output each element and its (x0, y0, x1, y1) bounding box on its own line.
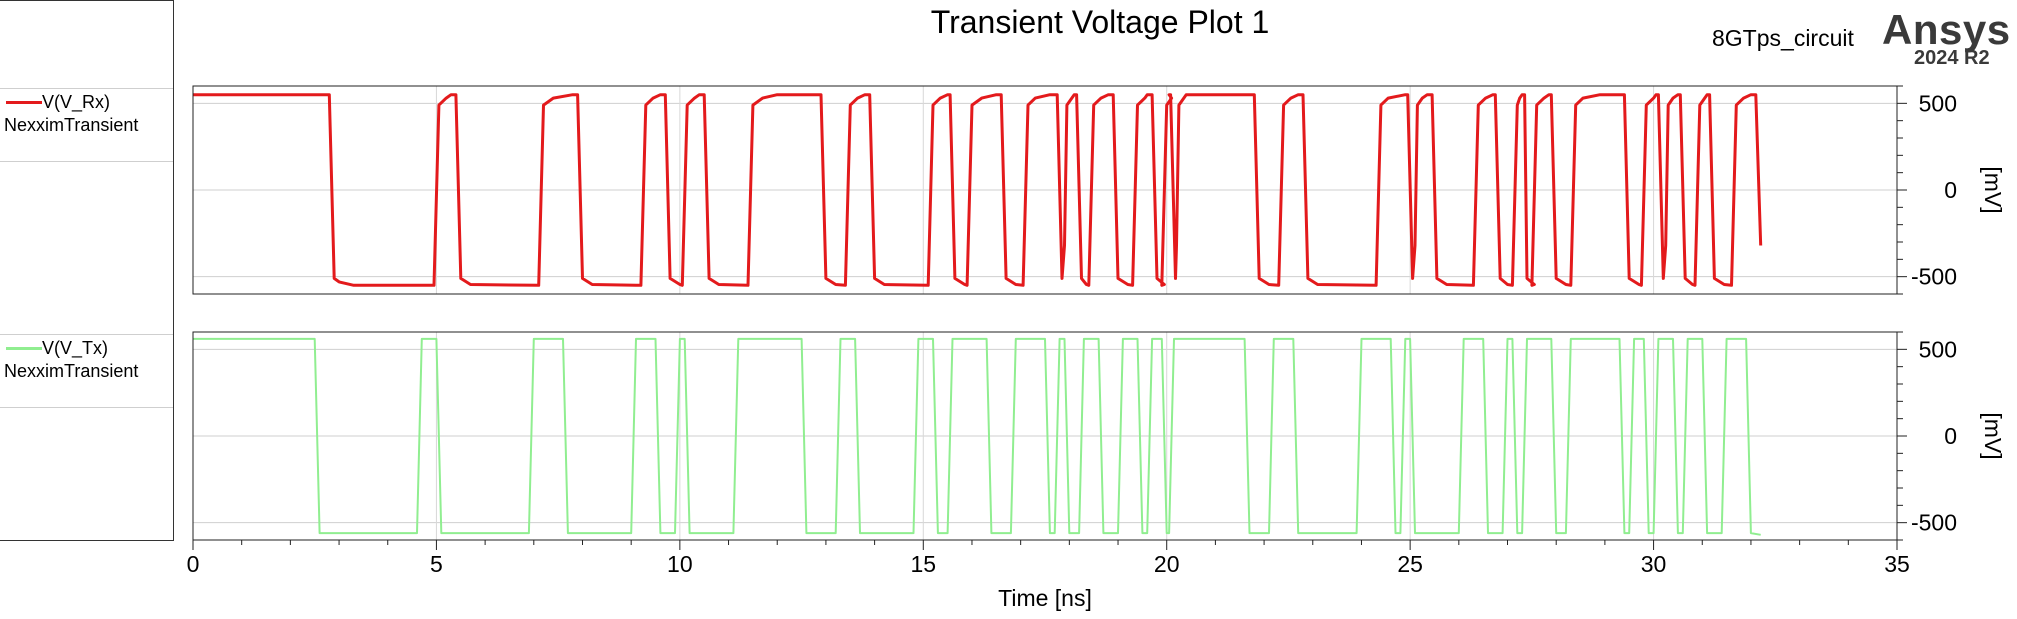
x-tick-label: 35 (1884, 551, 1910, 577)
design-name: 8GTps_circuit (1712, 25, 1854, 51)
y-axis-label: [mV] (1980, 166, 2006, 213)
legend-trace-name: V(V_Tx) (42, 338, 109, 358)
subplot-1: 500 0 -500 [mV] (192, 85, 2006, 295)
series-line-v-v-rx- (193, 93, 1763, 287)
y-tick-label: 500 (1919, 336, 1957, 362)
x-tick-label: 15 (910, 551, 936, 577)
x-axis: 0 5 10 15 20 25 30 35 Time [ns] (187, 540, 1910, 611)
x-tick-label: 30 (1641, 551, 1667, 577)
x-axis-label: Time [ns] (998, 585, 1092, 611)
x-tick-label: 5 (430, 551, 443, 577)
legend-swatch-v-rx (6, 101, 42, 104)
legend-item-v-tx[interactable]: V(V_Tx) NexximTransient (0, 334, 173, 408)
x-tick-label: 10 (667, 551, 693, 577)
x-tick-label: 25 (1397, 551, 1423, 577)
subplot-2: 500 0 -500 [mV] (192, 331, 2006, 541)
y-axis-label: [mV] (1980, 412, 2006, 459)
legend-solution-name: NexximTransient (4, 115, 139, 135)
legend-swatch-v-tx (6, 347, 42, 350)
y-tick-label: -500 (1911, 510, 1957, 536)
y-tick-label: 500 (1919, 90, 1957, 116)
plot-title: Transient Voltage Plot 1 (930, 4, 1270, 40)
x-tick-label: 20 (1154, 551, 1180, 577)
legend-trace-name: V(V_Rx) (42, 92, 111, 112)
series-line-v-v-tx- (193, 337, 1761, 536)
x-tick-label: 0 (187, 551, 200, 577)
legend-panel: V(V_Rx) NexximTransient V(V_Tx) NexximTr… (0, 0, 174, 541)
y-tick-label: -500 (1911, 264, 1957, 290)
ansys-logo: Ansys (1882, 6, 2011, 53)
ansys-version: 2024 R2 (1914, 47, 1990, 69)
y-tick-label: 0 (1944, 423, 1957, 449)
y-tick-label: 0 (1944, 177, 1957, 203)
legend-item-v-rx[interactable]: V(V_Rx) NexximTransient (0, 88, 173, 162)
legend-solution-name: NexximTransient (4, 361, 139, 381)
